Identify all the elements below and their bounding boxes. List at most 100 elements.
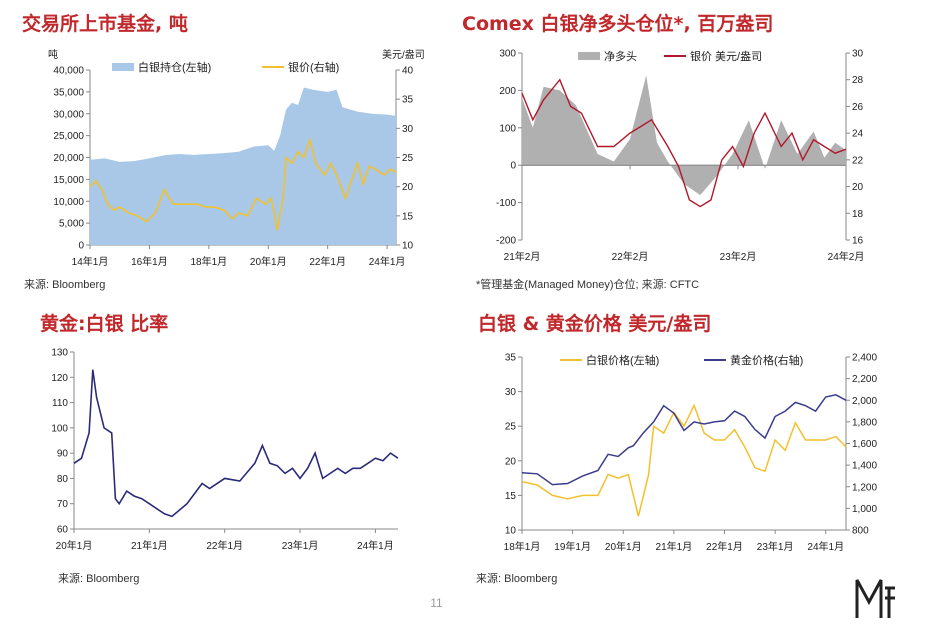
page-number: 11 <box>430 596 443 610</box>
chart3-left-tick-label: 35 <box>505 353 517 364</box>
chart3-right-tick-label: 1,400 <box>852 461 877 472</box>
etf-legend-holdings-label: 白银持仓(左轴) <box>138 60 211 74</box>
prices-chart-title: 白银 & 黄金价格 美元/盎司 <box>478 313 712 335</box>
chart2-left-tick-label: 60 <box>57 525 69 536</box>
chart1-x-tick-label: 24年2月 <box>828 250 865 263</box>
chart2-left-tick-label: 80 <box>57 474 69 485</box>
chart3-left-tick-label: 30 <box>505 387 517 398</box>
chart3-right-tick-label: 1,600 <box>852 439 877 450</box>
chart0-right-tick-label: 30 <box>402 124 414 135</box>
chart1-left-tick-label: 300 <box>499 49 516 60</box>
prices-silver-line <box>521 403 847 517</box>
chart0-right-tick-label: 35 <box>402 95 414 106</box>
chart1-right-tick-label: 26 <box>852 102 864 113</box>
ratio-chart-title: 黄金:白银 比率 <box>40 313 169 335</box>
chart1-x-tick-label: 23年2月 <box>720 250 757 263</box>
chart3-left-tick-label: 10 <box>505 526 517 537</box>
comex-legend-price-label: 银价 美元/盎司 <box>690 49 762 63</box>
chart0-right-tick-label: 15 <box>402 211 414 222</box>
chart2-left-tick-label: 100 <box>51 423 68 434</box>
chart3-left-tick-label: 20 <box>505 456 517 467</box>
chart3-right-tick-label: 2,400 <box>852 353 877 364</box>
chart1-x-tick-label: 21年2月 <box>504 250 541 263</box>
chart1-right-tick-label: 20 <box>852 182 864 193</box>
chart1-right-tick-label: 24 <box>852 129 864 140</box>
chart0-left-tick-label: 30,000 <box>53 109 84 120</box>
chart1-right-tick-label: 30 <box>852 49 864 60</box>
chart0-x-tick-label: 16年1月 <box>131 255 168 268</box>
chart3-x-tick-label: 23年1月 <box>757 540 794 553</box>
chart3-right-tick-label: 1,200 <box>852 482 877 493</box>
etf-legend-price-label: 银价(右轴) <box>288 60 339 74</box>
chart3-left-tick-label: 15 <box>505 491 517 502</box>
chart3-x-tick-label: 20年1月 <box>605 540 642 553</box>
etf-source: 来源: Bloomberg <box>24 279 106 291</box>
etf-chart-title: 交易所上市基金, 吨 <box>22 13 188 35</box>
chart1-x-tick-label: 22年2月 <box>612 250 649 263</box>
chart0-right-tick-label: 20 <box>402 182 414 193</box>
chart0-left-tick-label: 35,000 <box>53 87 84 98</box>
chart1-right-tick-label: 22 <box>852 155 864 166</box>
chart0-x-tick-label: 20年1月 <box>250 255 287 268</box>
prices-legend-gold-label: 黄金价格(右轴) <box>730 353 803 367</box>
chart2-left-tick-label: 70 <box>57 499 69 510</box>
chart0-right-tick-label: 40 <box>402 66 414 77</box>
comex-legend-net-long-swatch <box>578 52 600 60</box>
chart2-left-tick-label: 130 <box>51 348 68 359</box>
chart0-left-tick-label: 10,000 <box>53 197 84 208</box>
chart2-left-tick-label: 90 <box>57 449 69 460</box>
comex-legend-net-long-label: 净多头 <box>604 49 637 63</box>
chart3-right-tick-label: 2,000 <box>852 396 877 407</box>
chart3-left-tick-label: 25 <box>505 422 517 433</box>
etf-legend-holdings-swatch <box>112 63 134 71</box>
chart0-right-tick-label: 25 <box>402 153 414 164</box>
chart1-right-tick-label: 28 <box>852 75 864 86</box>
comex-silver-price-line <box>521 78 847 208</box>
chart3-x-tick-label: 24年1月 <box>807 540 844 553</box>
chart1-right-tick-label: 18 <box>852 209 864 220</box>
prices-legend-silver-label: 白银价格(左轴) <box>586 353 659 367</box>
chart0-left-tick-label: 25,000 <box>53 131 84 142</box>
etf-silver-price-line <box>89 137 397 231</box>
chart2-left-tick-label: 120 <box>51 373 68 384</box>
chart0-left-tick-label: 15,000 <box>53 175 84 186</box>
chart1-left-tick-label: 0 <box>510 161 516 172</box>
chart0-left-tick-label: 40,000 <box>53 66 84 77</box>
chart3-right-tick-label: 1,800 <box>852 417 877 428</box>
chart0-left-tick-label: 20,000 <box>53 153 84 164</box>
chart1-left-tick-label: 100 <box>499 123 516 134</box>
chart3-x-tick-label: 18年1月 <box>504 540 541 553</box>
etf-left-unit: 吨 <box>48 48 58 61</box>
chart2-x-tick-label: 24年1月 <box>357 539 394 552</box>
chart0-left-tick-label: 0 <box>78 241 84 252</box>
chart2-x-tick-label: 20年1月 <box>56 539 93 552</box>
chart1-right-tick-label: 16 <box>852 236 864 247</box>
comex-chart-title: Comex 白银净多头仓位*, 百万盎司 <box>462 13 774 35</box>
prices-source: 来源: Bloomberg <box>476 573 558 585</box>
prices-gold-line <box>521 394 847 486</box>
chart3-right-tick-label: 2,200 <box>852 374 877 385</box>
chart2-left-tick-label: 110 <box>52 398 68 409</box>
comex-net-long-area <box>522 75 846 196</box>
chart3-right-tick-label: 800 <box>852 526 869 537</box>
chart1-left-tick-label: -200 <box>496 236 516 247</box>
etf-holdings-area <box>90 87 396 245</box>
chart0-x-tick-label: 14年1月 <box>72 255 109 268</box>
chart3-right-tick-label: 1,000 <box>852 504 877 515</box>
chart3-x-tick-label: 22年1月 <box>706 540 743 553</box>
chart2-x-tick-label: 22年1月 <box>206 539 243 552</box>
chart3-x-tick-label: 19年1月 <box>554 540 591 553</box>
ratio-line <box>73 369 399 518</box>
chart0-x-tick-label: 24年1月 <box>369 255 406 268</box>
chart0-x-tick-label: 18年1月 <box>190 255 227 268</box>
comex-source: *管理基金(Managed Money)仓位; 来源: CFTC <box>476 279 700 291</box>
chart1-left-tick-label: -100 <box>496 198 516 209</box>
chart0-x-tick-label: 22年1月 <box>309 255 346 268</box>
chart2-x-tick-label: 21年1月 <box>131 539 168 552</box>
chart0-right-tick-label: 10 <box>402 241 414 252</box>
brand-logo-icon <box>855 579 895 618</box>
chart2-x-tick-label: 23年1月 <box>282 539 319 552</box>
chart1-left-tick-label: 200 <box>499 86 516 97</box>
chart0-left-tick-label: 5,000 <box>59 219 84 230</box>
ratio-source: 来源: Bloomberg <box>58 573 140 585</box>
